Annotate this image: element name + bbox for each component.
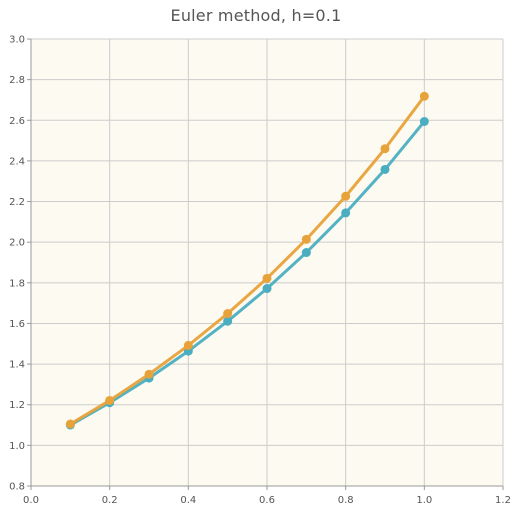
x-tick-label: 0.6 (259, 495, 275, 506)
data-point (301, 248, 311, 258)
x-tick-label: 0.4 (180, 495, 196, 506)
axes (27, 38, 504, 490)
y-tick-label: 3.0 (9, 35, 25, 46)
series-1 (65, 91, 429, 429)
tick-labels: 0.0 0.2 0.4 0.6 0.8 1.0 1.2 0.8 1.0 1.2 1.4 1.6 1.8 2… (9, 35, 511, 507)
y-tick-label: 2.0 (9, 238, 25, 249)
series-line (68, 119, 426, 427)
y-tick-label: 1.2 (9, 400, 25, 411)
y-tick-label: 2.8 (9, 75, 25, 86)
data-point (341, 191, 351, 201)
data-point (341, 208, 351, 218)
y-tick-label: 1.0 (9, 441, 25, 452)
y-tick-label: 1.4 (9, 360, 25, 371)
data-point (262, 284, 272, 294)
chart-title: Euler method, h=0.1 (170, 6, 342, 25)
data-point (419, 91, 429, 101)
data-point (223, 316, 233, 326)
data-point (301, 234, 311, 244)
data-point (65, 419, 75, 429)
x-tick-label: 1.2 (495, 495, 511, 506)
x-tick-label: 0.0 (23, 495, 39, 506)
data-point (223, 308, 233, 318)
y-tick-label: 1.8 (9, 278, 25, 289)
y-tick-label: 2.2 (9, 197, 25, 208)
data-point (144, 369, 154, 379)
data-point (380, 144, 390, 154)
x-tick-label: 0.2 (102, 495, 118, 506)
y-tick-label: 2.6 (9, 116, 25, 127)
data-point (262, 273, 272, 283)
data-point (419, 116, 429, 126)
data-point (105, 395, 115, 405)
x-tick-label: 0.8 (338, 495, 354, 506)
y-tick-label: 2.4 (9, 156, 25, 167)
series (65, 91, 429, 430)
y-tick-label: 1.6 (9, 319, 25, 330)
grid (31, 38, 504, 486)
series-line (68, 94, 426, 426)
x-tick-label: 1.0 (416, 495, 432, 506)
data-point (380, 164, 390, 174)
data-point (183, 340, 193, 350)
y-tick-label: 0.8 (9, 482, 25, 493)
